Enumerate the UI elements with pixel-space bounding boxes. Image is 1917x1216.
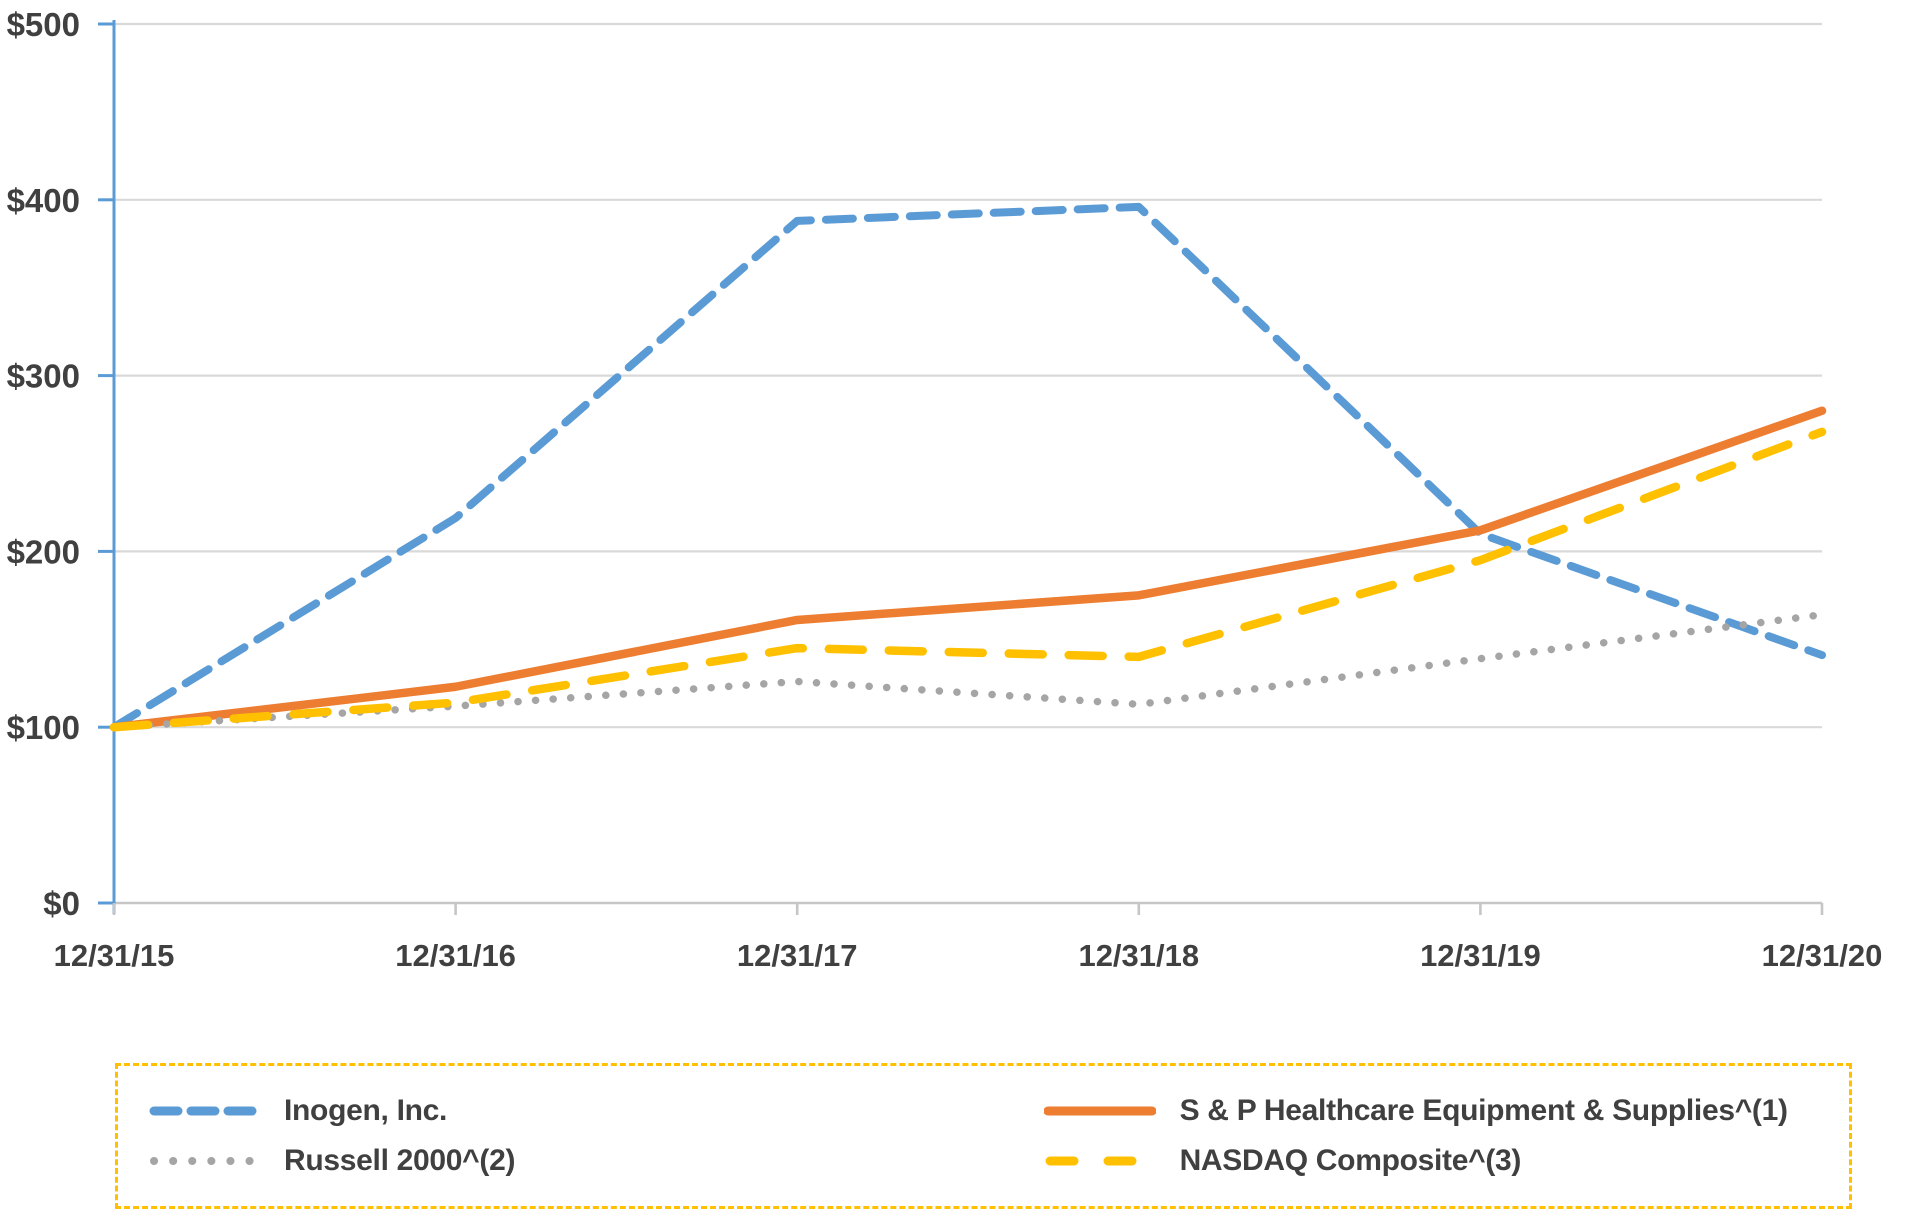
y-axis-label: $200 <box>7 533 80 570</box>
y-axis-label: $300 <box>7 358 80 395</box>
series-line-russell-2000-2 <box>110 610 1826 731</box>
series-line-nasdaq-composite-3 <box>109 427 1827 732</box>
x-axis-label: 12/31/18 <box>1078 938 1199 973</box>
legend-line-sample-solid-icon <box>1043 1106 1156 1116</box>
legend-item-nasdaq-composite: NASDAQ Composite^(3) <box>932 1144 1849 1178</box>
legend-line-sample-dashed-icon <box>149 1106 259 1116</box>
x-axis-label: 12/31/19 <box>1420 938 1541 973</box>
y-axis-label: $500 <box>7 6 80 43</box>
y-axis-label: $0 <box>43 885 80 922</box>
legend-item-sp-healthcare: S & P Healthcare Equipment & Supplies^(1… <box>932 1094 1849 1128</box>
chart-legend: Inogen, Inc. S & P Healthcare Equipment … <box>115 1063 1852 1209</box>
legend-label-nasdaq-composite: NASDAQ Composite^(3) <box>1179 1144 1522 1177</box>
legend-line-sample-dotted-icon <box>150 1157 258 1165</box>
legend-item-russell-2000: Russell 2000^(2) <box>118 1144 932 1178</box>
series-line-inogen-inc <box>110 202 1826 732</box>
y-axis-label: $100 <box>7 709 80 746</box>
x-axis-label: 12/31/15 <box>54 938 175 973</box>
y-axis-label: $400 <box>7 182 80 219</box>
legend-label-inogen: Inogen, Inc. <box>284 1094 448 1127</box>
x-axis-label: 12/31/17 <box>737 938 858 973</box>
legend-item-inogen: Inogen, Inc. <box>118 1094 932 1128</box>
legend-label-russell-2000: Russell 2000^(2) <box>284 1144 516 1177</box>
legend-line-sample-long-dash-icon <box>1045 1156 1155 1166</box>
legend-label-sp-healthcare: S & P Healthcare Equipment & Supplies^(1… <box>1179 1094 1788 1127</box>
x-axis-label: 12/31/20 <box>1762 938 1883 973</box>
total-return-line-chart: $0 $100 $200 $300 $400 $500 12/31/15 12/31/16 12… <box>7 6 1883 973</box>
x-axis-label: 12/31/16 <box>395 938 516 973</box>
series-line-s-p-healthcare-equipment-supplies-1 <box>109 406 1827 732</box>
